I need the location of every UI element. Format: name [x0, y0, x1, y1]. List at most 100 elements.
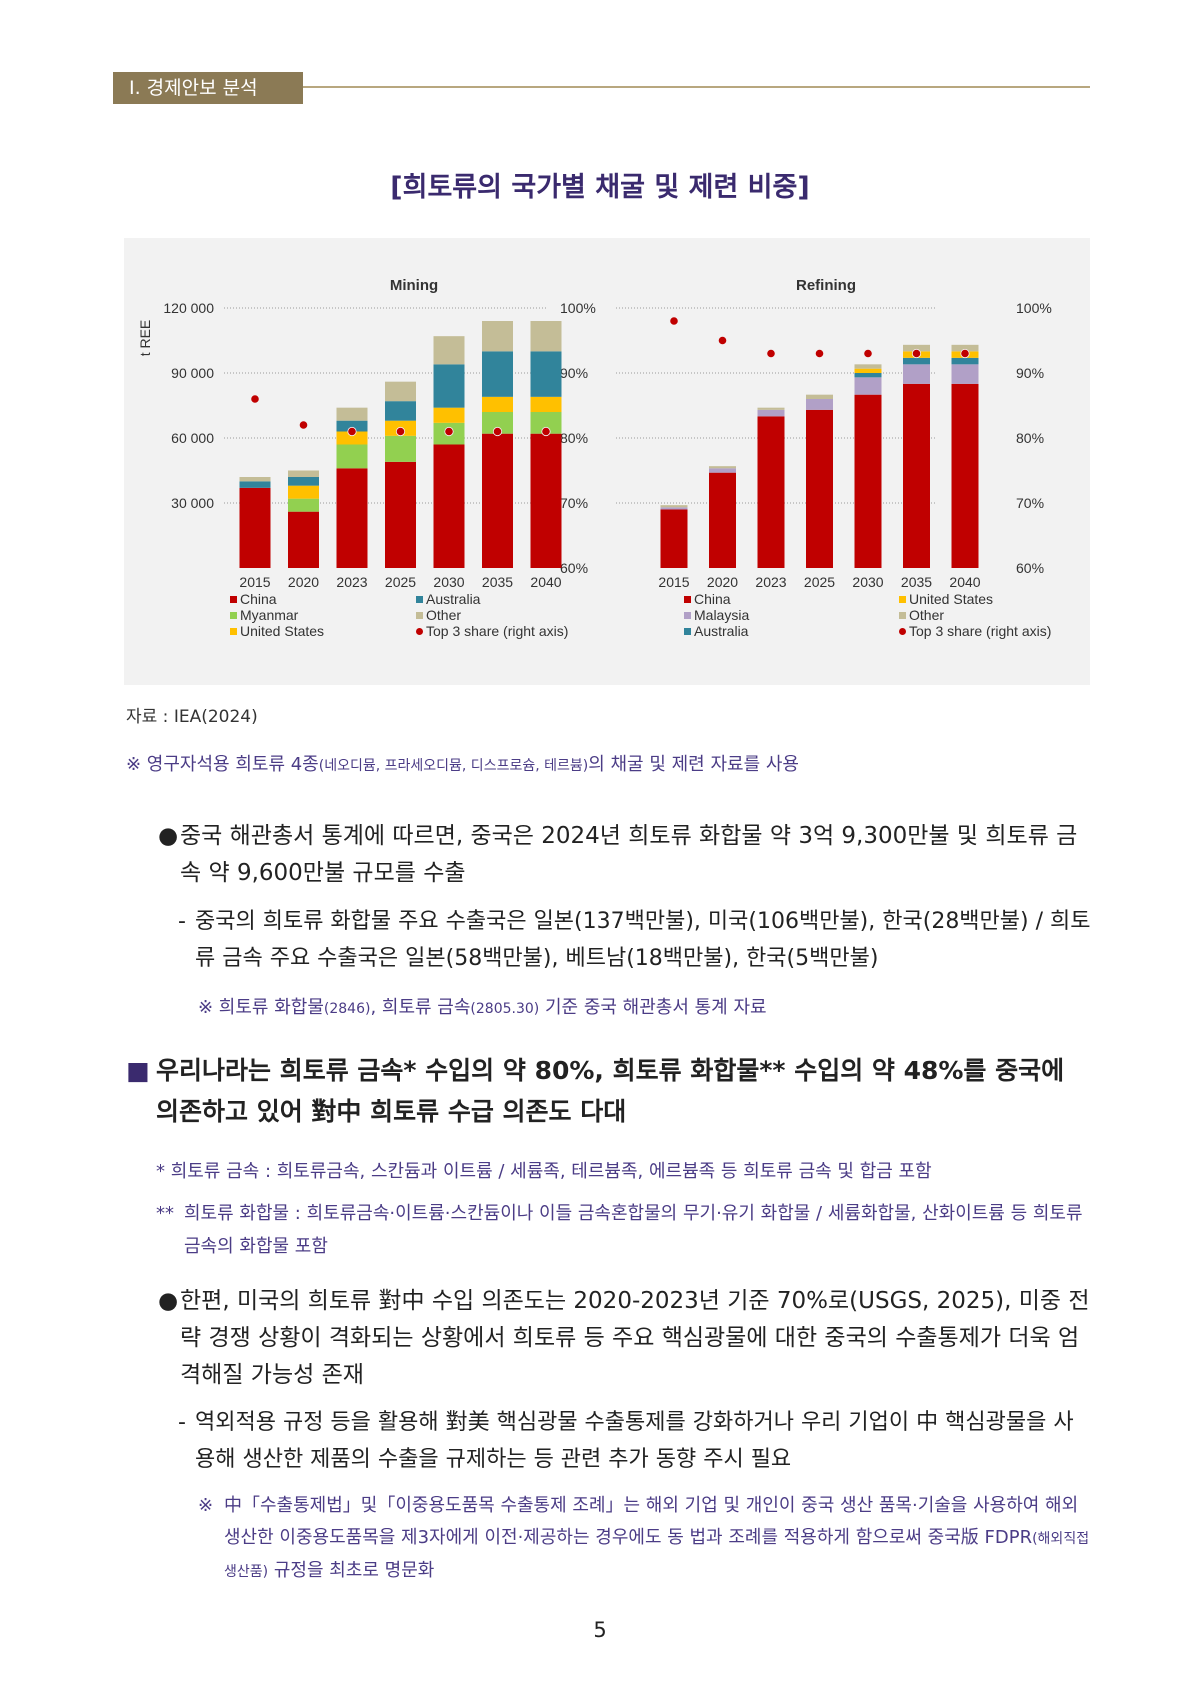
- top3-share-point: [766, 348, 776, 359]
- legend-swatch: [684, 612, 691, 619]
- bar-segment: [709, 472, 736, 568]
- x-axis-tick-label: 2015: [658, 574, 689, 590]
- bar-segment: [951, 344, 979, 352]
- right-axis-tick-label: 70%: [1016, 495, 1044, 511]
- legend-label: Top 3 share (right axis): [909, 623, 1051, 639]
- data-note-small: (네오디뮴, 프라세오디뮴, 디스프로슘, 테르븀): [318, 758, 589, 774]
- fdpr-note-b: (해외직접생산품): [224, 1531, 1090, 1580]
- bar-segment: [288, 485, 319, 499]
- customs-note-b: (2846): [323, 1001, 371, 1017]
- legend-swatch: [684, 628, 691, 635]
- fdpr-note-c: 규정을 최초로 명문화: [268, 1560, 435, 1581]
- page-number: 5: [593, 1618, 607, 1642]
- bar-segment: [660, 507, 688, 510]
- bar-segment: [854, 377, 882, 395]
- bar-segment: [806, 409, 833, 568]
- x-axis-tick-label: 2025: [804, 574, 835, 590]
- data-note-prefix: ※ 영구자석용 희토류 4종: [126, 754, 319, 775]
- legend-swatch: [230, 596, 237, 603]
- dash-text: 중국의 희토류 화합물 주요 수출국은 일본(137백만불), 미국(106백만…: [195, 909, 1091, 971]
- footnote-metal: * 희토류 금속 : 희토류금속, 스칸듐과 이트륨 / 세륨족, 테르븀족, …: [156, 1161, 932, 1182]
- bar-segment: [288, 470, 319, 477]
- bullet-china-exports: ● 중국 해관총서 통계에 따르면, 중국은 2024년 희토류 화합물 약 3…: [158, 818, 1092, 892]
- legend-swatch: [684, 596, 691, 603]
- legend-label: Myanmar: [240, 607, 299, 623]
- bar-segment: [854, 364, 882, 369]
- bar-segment: [660, 509, 688, 568]
- bar-segment: [239, 481, 271, 488]
- bar-segment: [709, 468, 736, 473]
- right-axis-tick-label: 90%: [1016, 365, 1044, 381]
- bar-segment: [385, 381, 416, 402]
- bar-segment: [239, 487, 271, 568]
- top3-share-point: [717, 335, 728, 346]
- bar-segment: [903, 383, 930, 568]
- customs-note-d: (2805.30): [470, 1001, 540, 1017]
- bullet-us-dependence: ● 한편, 미국의 희토류 對中 수입 의존도는 2020-2023년 기준 7…: [158, 1283, 1092, 1394]
- footnote-compound: ** 희토류 화합물 : 희토류금속·이트륨·스칸듐이나 이들 금속혼합물의 무…: [156, 1197, 1092, 1263]
- x-axis-tick-label: 2040: [949, 574, 980, 590]
- header-divider: [303, 86, 1090, 88]
- top3-share-point: [911, 348, 922, 359]
- top3-share-point: [347, 426, 357, 437]
- legend-label: Australia: [694, 623, 749, 639]
- bar-segment: [433, 407, 465, 423]
- left-axis-tick-label: 120 000: [163, 300, 214, 316]
- fdpr-note-a: 中「수출통제법」및「이중용도품목 수출통제 조례」는 해외 기업 및 개인이 중…: [224, 1495, 1079, 1548]
- bar-segment: [854, 368, 882, 373]
- bar-segment: [951, 364, 979, 384]
- footnote-compound-text: 희토류 화합물 : 희토류금속·이트륨·스칸듐이나 이들 금속혼합물의 무기·유…: [184, 1203, 1083, 1257]
- legend-label: Top 3 share (right axis): [426, 623, 568, 639]
- bar-segment: [530, 412, 562, 434]
- dash-export-destinations: - 중국의 희토류 화합물 주요 수출국은 일본(137백만불), 미국(106…: [178, 903, 1092, 977]
- bar-segment: [385, 461, 416, 568]
- top3-share-point: [395, 426, 406, 437]
- bar-segment: [757, 407, 785, 410]
- source-note: 자료 : IEA(2024): [126, 707, 258, 727]
- bar-segment: [530, 433, 562, 568]
- top3-share-point: [814, 348, 825, 359]
- bar-segment: [336, 420, 368, 432]
- customs-note-c: , 희토류 금속: [370, 997, 471, 1018]
- x-axis-tick-label: 2015: [239, 574, 270, 590]
- bar-segment: [336, 468, 368, 568]
- bar-segment: [433, 444, 465, 568]
- bar-segment: [951, 357, 979, 365]
- bar-segment: [806, 399, 833, 410]
- bar-segment: [854, 394, 882, 568]
- legend-label: United States: [240, 623, 324, 639]
- chart-title: Refining: [796, 277, 856, 294]
- x-axis-tick-label: 2030: [433, 574, 464, 590]
- figure-title: [희토류의 국가별 채굴 및 제련 비중]: [390, 172, 810, 203]
- section-heading-korea-dependence: ■ 우리나라는 희토류 금속* 수입의 약 80%, 희토류 화합물** 수입의…: [126, 1050, 1092, 1132]
- section-header-tag: Ⅰ. 경제안보 분석: [113, 72, 303, 104]
- bar-segment: [903, 364, 930, 384]
- legend-swatch: [416, 612, 423, 619]
- fdpr-note: ※ 中「수출통제법」및「이중용도품목 수출통제 조례」는 해외 기업 및 개인이…: [198, 1490, 1092, 1588]
- bar-segment: [951, 383, 979, 568]
- bar-segment: [757, 409, 785, 417]
- right-axis-tick-label: 100%: [1016, 300, 1052, 316]
- bar-segment: [336, 407, 368, 421]
- bar-segment: [288, 498, 319, 512]
- bar-segment: [385, 401, 416, 421]
- customs-note-a: ※ 희토류 화합물: [198, 997, 324, 1018]
- legend-swatch: [899, 612, 906, 619]
- bar-segment: [433, 336, 465, 365]
- dash-marker: -: [178, 909, 186, 934]
- bar-segment: [482, 396, 513, 412]
- bar-segment: [336, 444, 368, 469]
- x-axis-tick-label: 2035: [482, 574, 513, 590]
- bar-segment: [660, 505, 688, 508]
- bar-segment: [482, 321, 513, 352]
- legend-label: China: [240, 591, 277, 607]
- legend-dot: [899, 628, 906, 635]
- top3-share-point: [492, 426, 503, 437]
- top3-share-point: [960, 348, 970, 359]
- legend-label: Australia: [426, 591, 481, 607]
- chart-svg: Mining 100% 90% 80% 70% 60% 120 000 90 000 60 00…: [137, 277, 1052, 639]
- legend-swatch: [416, 596, 423, 603]
- heading-square-marker: ■: [126, 1056, 150, 1085]
- bar-segment: [530, 321, 562, 352]
- dash-marker: -: [178, 1410, 186, 1435]
